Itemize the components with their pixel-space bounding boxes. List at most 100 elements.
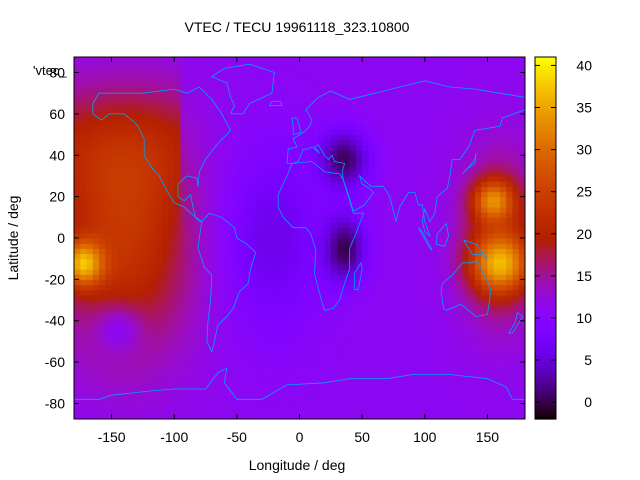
heat-cell	[368, 170, 376, 177]
heat-cell	[155, 274, 163, 280]
heat-cell	[186, 227, 194, 234]
heat-cell	[412, 201, 420, 208]
heat-cell	[337, 336, 344, 343]
heat-cell	[111, 362, 119, 368]
heat-cell	[393, 336, 401, 343]
heat-cell	[318, 408, 326, 415]
heat-cell	[111, 124, 119, 130]
heat-cell	[330, 191, 338, 198]
heat-cell	[393, 331, 401, 337]
heat-cell	[274, 165, 282, 172]
heat-cell	[431, 362, 438, 368]
heat-cell	[236, 248, 244, 255]
heat-cell	[481, 289, 489, 296]
heat-cell	[349, 72, 357, 79]
heat-cell	[456, 325, 463, 332]
heat-cell	[249, 398, 257, 405]
heat-cell	[474, 98, 482, 105]
heat-cell	[193, 331, 200, 337]
heat-cell	[518, 413, 525, 419]
heat-cell	[493, 351, 501, 358]
heat-cell	[167, 82, 175, 89]
heat-cell	[355, 170, 363, 177]
heat-cell	[299, 248, 307, 255]
heat-cell	[205, 77, 213, 84]
heat-cell	[180, 403, 188, 410]
heat-cell	[117, 67, 125, 74]
heat-cell	[174, 201, 182, 208]
heat-cell	[337, 367, 344, 374]
heat-cell	[468, 72, 476, 79]
heat-cell	[418, 165, 426, 172]
heat-cell	[468, 351, 476, 358]
heat-cell	[174, 170, 182, 177]
heat-cell	[449, 206, 457, 213]
heat-cell	[462, 362, 470, 368]
heat-cell	[105, 108, 113, 115]
heat-cell	[355, 305, 363, 311]
heat-cell	[268, 103, 276, 110]
heat-cell	[149, 57, 157, 63]
heat-cell	[312, 305, 319, 311]
heat-cell	[456, 253, 463, 260]
heat-cell	[424, 165, 432, 172]
heat-cell	[161, 398, 169, 405]
heat-cell	[243, 284, 250, 291]
heat-cell	[431, 403, 438, 410]
heat-cell	[155, 222, 163, 229]
heat-cell	[155, 289, 163, 296]
heat-cell	[105, 274, 113, 280]
heat-cell	[405, 331, 413, 337]
heat-cell	[255, 62, 263, 68]
heat-cell	[330, 108, 338, 115]
heat-cell	[249, 232, 257, 239]
heat-cell	[155, 372, 163, 379]
heat-cell	[274, 279, 282, 286]
heat-cell	[499, 284, 507, 291]
heat-cell	[124, 134, 131, 141]
heat-cell	[86, 367, 94, 374]
heat-cell	[255, 139, 263, 146]
heat-cell	[174, 294, 182, 301]
heat-cell	[224, 408, 232, 415]
heat-cell	[380, 253, 388, 260]
heat-cell	[205, 413, 213, 419]
heat-cell	[418, 393, 426, 399]
heat-cell	[374, 377, 382, 384]
heat-cell	[149, 398, 157, 405]
heat-cell	[236, 341, 244, 348]
heat-cell	[74, 124, 81, 130]
heat-cell	[74, 72, 81, 79]
heat-cell	[443, 134, 451, 141]
heat-cell	[236, 362, 244, 368]
heat-cell	[456, 346, 463, 353]
heat-cell	[499, 274, 507, 280]
heat-cell	[493, 165, 501, 172]
heat-cell	[518, 124, 525, 130]
heat-cell	[193, 284, 200, 291]
heat-cell	[362, 393, 370, 399]
heat-cell	[224, 289, 232, 296]
heat-cell	[355, 206, 363, 213]
heat-cell	[512, 300, 520, 306]
heat-cell	[161, 139, 169, 146]
heat-cell	[362, 227, 370, 234]
heat-cell	[330, 325, 338, 332]
heat-cell	[74, 191, 81, 198]
heat-cell	[493, 222, 501, 229]
heat-cell	[468, 274, 476, 280]
heat-cell	[167, 134, 175, 141]
heat-cell	[261, 186, 269, 193]
heat-cell	[124, 160, 131, 167]
heat-cell	[205, 62, 213, 68]
heat-cell	[437, 191, 445, 198]
heat-cell	[86, 175, 94, 182]
heat-cell	[230, 336, 238, 343]
heat-cell	[261, 238, 269, 244]
heat-cell	[437, 325, 445, 332]
heat-cell	[399, 356, 407, 363]
heat-cell	[155, 191, 163, 198]
heat-cell	[105, 258, 113, 265]
heat-cell	[380, 139, 388, 146]
heat-cell	[111, 284, 119, 291]
